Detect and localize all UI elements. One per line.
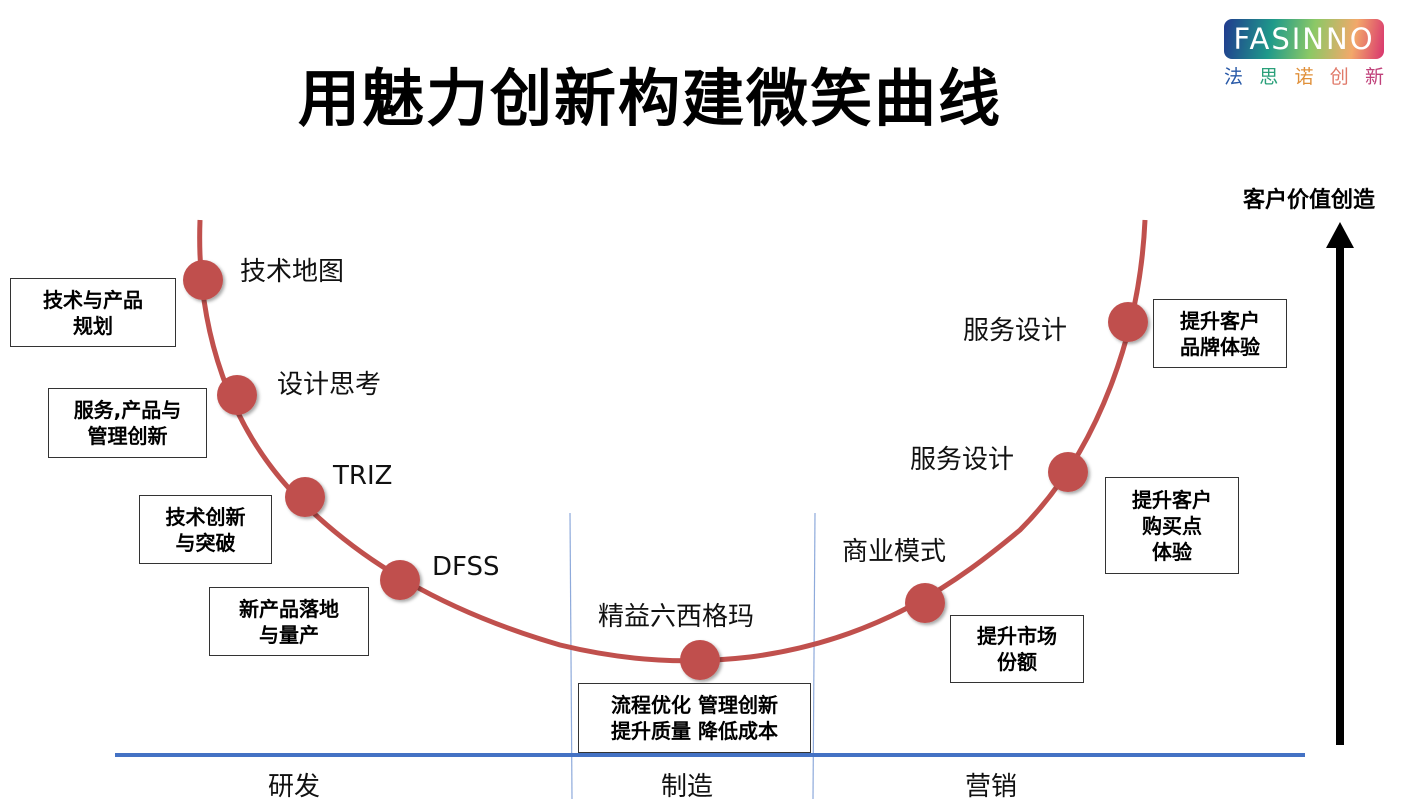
point-label: 服务设计 bbox=[963, 316, 1068, 346]
section-label: 研发 bbox=[268, 772, 321, 802]
curve-point bbox=[285, 477, 325, 517]
logo-char: 诺 bbox=[1294, 66, 1314, 88]
section-label: 制造 bbox=[661, 772, 714, 802]
logo-char: 新 bbox=[1364, 66, 1384, 88]
curve-point bbox=[1048, 452, 1088, 492]
point-label: 精益六西格玛 bbox=[598, 602, 755, 632]
fasinno-logo: FASINNO bbox=[1224, 19, 1384, 59]
curve-point bbox=[183, 260, 223, 300]
description-box: 服务,产品与 管理创新 bbox=[48, 388, 207, 458]
description-box: 技术创新 与突破 bbox=[139, 495, 272, 564]
logo-char: 思 bbox=[1259, 66, 1279, 88]
logo-char: 创 bbox=[1329, 66, 1349, 88]
axis-label: 客户价值创造 bbox=[1243, 188, 1376, 213]
point-label: 技术地图 bbox=[240, 257, 345, 287]
description-box: 流程优化 管理创新 提升质量 降低成本 bbox=[578, 683, 811, 753]
divider-line bbox=[812, 512, 816, 799]
point-label: 商业模式 bbox=[842, 537, 947, 567]
description-box: 技术与产品 规划 bbox=[10, 278, 176, 347]
page-title: 用魅力创新构建微笑曲线 bbox=[297, 62, 1002, 135]
point-label: DFSS bbox=[432, 552, 500, 582]
curve-point bbox=[1108, 302, 1148, 342]
logo-subtitle: 法 思 诺 创 新 bbox=[1224, 62, 1384, 89]
description-box: 提升客户 品牌体验 bbox=[1153, 299, 1287, 368]
point-label: 设计思考 bbox=[277, 370, 382, 400]
description-box: 提升客户 购买点 体验 bbox=[1105, 477, 1239, 574]
point-label: TRIZ bbox=[333, 461, 393, 491]
curve-point bbox=[380, 560, 420, 600]
point-label: 服务设计 bbox=[910, 445, 1015, 475]
arrow-head-icon bbox=[1326, 222, 1354, 248]
description-box: 新产品落地 与量产 bbox=[209, 587, 369, 656]
divider-line bbox=[569, 512, 573, 799]
curve-point bbox=[905, 583, 945, 623]
curve-point bbox=[680, 640, 720, 680]
curve-point bbox=[217, 375, 257, 415]
section-label: 营销 bbox=[965, 772, 1018, 802]
logo-char: 法 bbox=[1224, 66, 1244, 88]
description-box: 提升市场 份额 bbox=[950, 615, 1084, 683]
